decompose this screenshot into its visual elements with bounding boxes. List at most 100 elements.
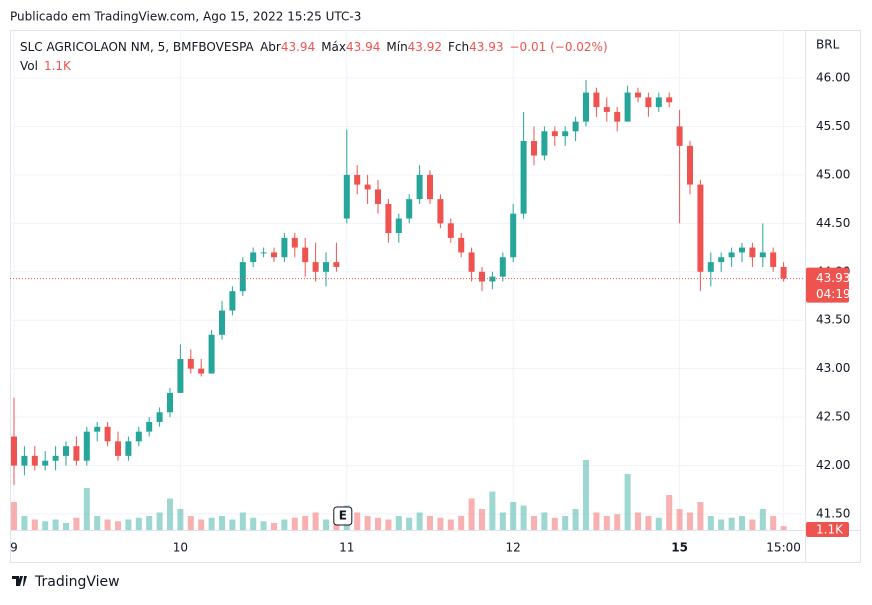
volume-bar — [499, 512, 506, 530]
volume-bar — [759, 509, 766, 530]
candle-body — [759, 252, 766, 258]
candle-body — [271, 252, 277, 258]
legend-line: SLC AGRICOLAON NM, 5, BMFBOVESPA Abr43.94… — [20, 40, 608, 54]
candle-body — [83, 431, 90, 461]
legend-text: −0.01 (−0.02%) — [510, 40, 608, 54]
volume-bar — [364, 516, 371, 530]
candle-body — [229, 291, 236, 311]
candle-body — [385, 203, 392, 234]
volume-bar — [31, 519, 38, 530]
candle-body — [687, 145, 693, 185]
volume-bar — [562, 516, 569, 530]
volume-bar — [427, 516, 433, 530]
volume-bar — [520, 505, 527, 530]
legend-text: Vol — [20, 59, 38, 73]
volume-bar — [739, 516, 745, 530]
candle-body — [11, 436, 17, 466]
x-tick-label: 11 — [339, 541, 354, 555]
candle-body — [728, 252, 735, 258]
volume-bar — [749, 519, 756, 530]
candle-body — [614, 111, 621, 122]
volume-bar — [707, 516, 714, 530]
candle-body — [551, 131, 558, 137]
candle-body — [333, 262, 340, 267]
candle-body — [73, 446, 80, 461]
volume-bar — [21, 516, 28, 530]
volume-bar — [354, 512, 361, 530]
candle-body — [177, 358, 184, 393]
candle-body — [42, 460, 49, 466]
candle-body — [583, 92, 589, 122]
candle-body — [63, 446, 69, 456]
y-tick-label: 45.50 — [816, 119, 850, 133]
y-tick-label: 45.00 — [816, 167, 850, 181]
legend-text: 43.93 — [469, 40, 503, 54]
volume-bar — [250, 517, 257, 530]
volume-bar — [489, 491, 496, 530]
volume-bar — [624, 474, 631, 530]
volume-bar — [219, 516, 225, 530]
volume-bar — [416, 512, 423, 530]
candle-body — [427, 174, 433, 200]
candle-body — [635, 92, 641, 98]
legend-text: 1.1K — [44, 59, 72, 73]
volume-bar — [375, 517, 381, 530]
volume-bar — [697, 502, 704, 530]
candle-body — [406, 199, 413, 219]
volume-bar — [125, 519, 132, 530]
overlay: 43.93 04:19 1.1K E — [10, 267, 851, 537]
candle-body — [156, 412, 163, 422]
volume-bar — [323, 519, 329, 530]
volume-bar — [645, 516, 652, 530]
legend-text: SLC AGRICOLAON NM, 5, BMFBOVESPA — [20, 40, 255, 54]
x-tick-label: 12 — [506, 541, 521, 555]
candle-body — [167, 392, 173, 413]
volume-bar — [468, 498, 475, 530]
volume-bar — [437, 517, 444, 530]
legend-text: 43.94 — [346, 40, 380, 54]
candle-body — [281, 237, 288, 258]
candle-body — [250, 252, 257, 263]
volume-bar — [63, 523, 69, 530]
candle-body — [302, 247, 309, 263]
candle-body — [707, 262, 714, 272]
candle-body — [510, 213, 517, 258]
volume-bar — [177, 509, 184, 530]
y-tick-label: 46.00 — [816, 71, 850, 85]
candle-body — [770, 252, 777, 267]
volume-bar — [718, 519, 725, 530]
candle-body — [208, 334, 215, 374]
volume-bar — [510, 502, 517, 530]
candle-body — [562, 131, 569, 137]
published-note: Publicado em TradingView.com, Ago 15, 20… — [10, 10, 361, 24]
legend-text: 43.92 — [408, 40, 442, 54]
volume-bar — [583, 460, 589, 530]
currency: BRL — [816, 38, 840, 52]
volume-bar — [271, 523, 277, 530]
candle-body — [739, 247, 745, 253]
volume-bar — [593, 512, 600, 530]
candle-body — [343, 174, 350, 219]
x-tick-label: 15:00 — [766, 541, 801, 555]
legend-text: Fch — [448, 40, 469, 54]
candle-body — [291, 237, 298, 248]
event-marker-box — [333, 506, 353, 526]
y-tick-label: 42.00 — [816, 458, 850, 472]
candle-body — [104, 426, 111, 442]
candle-body — [572, 121, 579, 132]
candle-body — [94, 426, 101, 432]
candle-body — [447, 223, 454, 238]
x-tick-label: 9 — [10, 541, 18, 555]
volume-bar — [406, 517, 413, 530]
grid: 41.5042.0042.5043.0043.5044.0044.5045.00… — [10, 31, 850, 555]
volume-bar — [614, 514, 621, 530]
volume-label-box — [806, 522, 849, 537]
event-marker: E — [339, 509, 347, 523]
candle-body — [676, 126, 683, 146]
volume-bar — [83, 488, 90, 530]
volume-bar — [479, 509, 485, 530]
candle-body — [479, 271, 485, 282]
volume-bar — [42, 521, 49, 530]
volume-bar — [198, 519, 205, 530]
